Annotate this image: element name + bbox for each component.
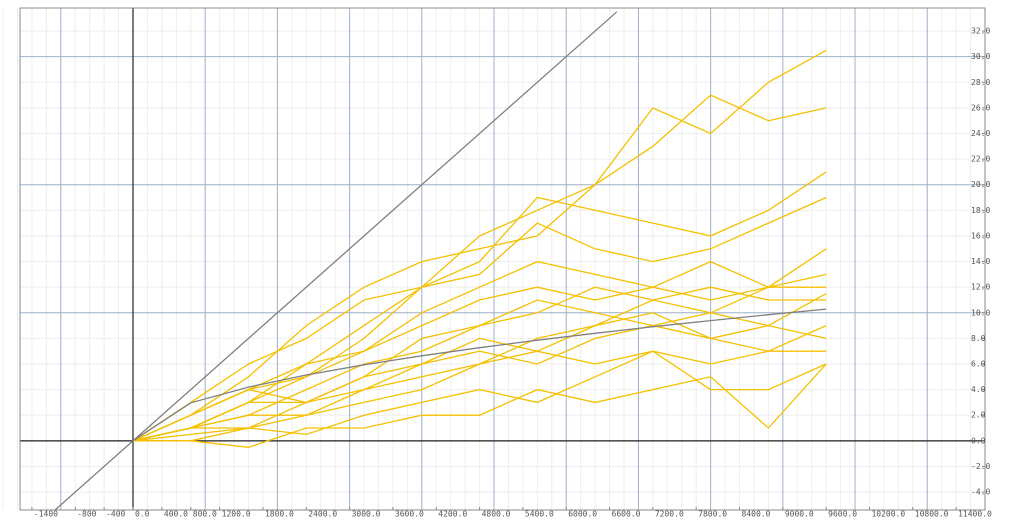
y-tick-label: -2.0 [971, 462, 990, 471]
x-tick-label: 7200.0 [655, 510, 684, 519]
line-series [132, 350, 827, 442]
x-tick-label: 9000.0 [785, 510, 814, 519]
y-tick-label: 2.0 [971, 411, 986, 420]
x-tick-label: 10200.0 [871, 510, 905, 519]
y-tick-label: 4.0 [971, 385, 986, 394]
x-tick-label: 11400.0 [958, 510, 992, 519]
line-series [132, 308, 827, 442]
x-tick-label: 6000.0 [568, 510, 597, 519]
y-tick-label: 20.0 [971, 180, 990, 189]
x-tick-label: 4800.0 [482, 510, 511, 519]
y-tick-label: 32.0 [971, 27, 990, 36]
plot-frame [19, 7, 986, 511]
y-tick-label: 12.0 [971, 283, 990, 292]
x-tick-label: 400.0 [164, 510, 188, 519]
x-tick-label: 4200.0 [438, 510, 467, 519]
y-tick-label: 8.0 [971, 334, 986, 343]
x-tick-label: 1200.0 [222, 510, 251, 519]
x-tick-label: 0.0 [135, 510, 150, 519]
y-tick-label: 0.0 [971, 436, 986, 445]
y-tick-label: 28.0 [971, 78, 990, 87]
y-tick-label: 10.0 [971, 308, 990, 317]
x-tick-label: 3600.0 [395, 510, 424, 519]
y-tick-label: 24.0 [971, 129, 990, 138]
x-tick-label: -400 [106, 510, 125, 519]
x-tick-label: 8400.0 [742, 510, 771, 519]
line-series [133, 363, 827, 448]
y-tick-label: 22.0 [971, 155, 990, 164]
y-tick-label: -4.0 [971, 488, 990, 497]
line-series [132, 293, 827, 442]
y-tick-label: 26.0 [971, 103, 990, 112]
x-tick-label: 6600.0 [612, 510, 641, 519]
y-tick-label: 14.0 [971, 257, 990, 266]
line-series [132, 94, 827, 442]
x-tick-label: 2400.0 [308, 510, 337, 519]
x-tick-label: 3000.0 [352, 510, 381, 519]
x-tick-label: 9600.0 [828, 510, 857, 519]
x-tick-label: 5400.0 [525, 510, 554, 519]
y-tick-label: 6.0 [971, 360, 986, 369]
x-tick-label: 7800.0 [698, 510, 727, 519]
x-tick-label: -1400 [34, 510, 58, 519]
y-tick-label: 18.0 [971, 206, 990, 215]
x-tick-label: -800 [77, 510, 96, 519]
line-series [132, 49, 827, 442]
y-tick-label: 30.0 [971, 52, 990, 61]
y-tick-label: 16.0 [971, 231, 990, 240]
x-tick-label: 10800.0 [915, 510, 949, 519]
line-series [54, 11, 618, 510]
x-tick-label: 1800.0 [265, 510, 294, 519]
x-tick-label: 800.0 [193, 510, 217, 519]
